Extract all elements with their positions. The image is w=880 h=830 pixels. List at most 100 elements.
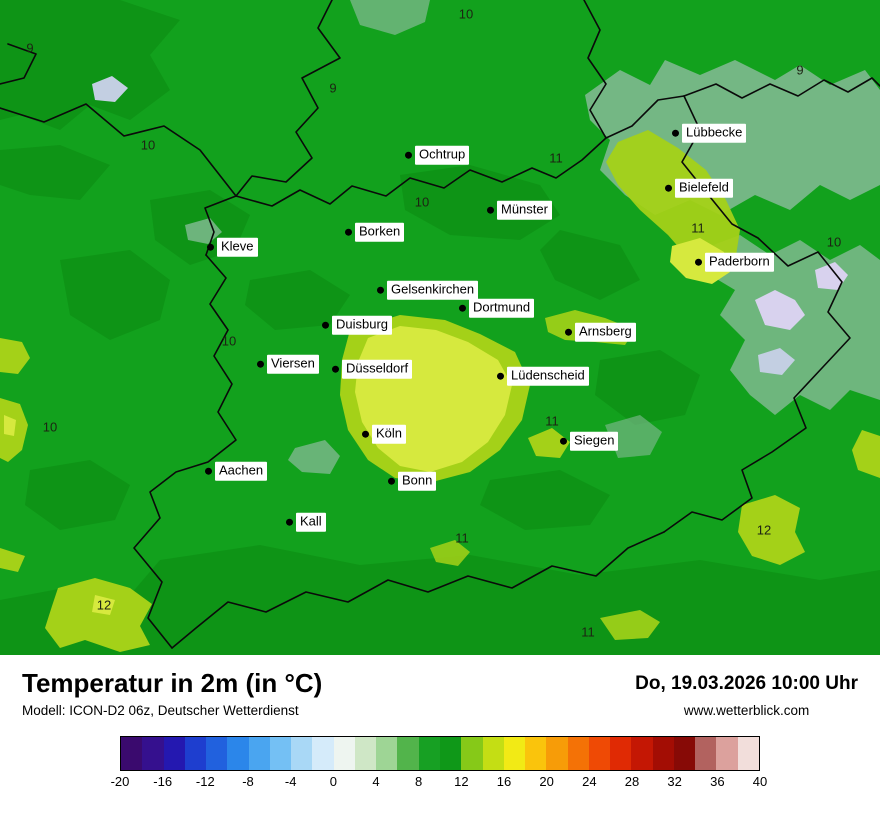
city-label: Ochtrup [415, 145, 470, 165]
city-label: Duisburg [332, 315, 393, 335]
city-dot [487, 206, 494, 214]
legend-tick-label: 12 [454, 774, 469, 789]
city-marker-viersen: Viersen [257, 354, 319, 374]
map-footer: Temperatur in 2m (in °C) Modell: ICON-D2… [0, 655, 880, 830]
city-marker-borken: Borken [345, 222, 405, 242]
legend-tick-label: 40 [752, 774, 768, 789]
legend-tick-label: 0 [329, 774, 337, 789]
legend-color-segment [333, 737, 355, 770]
legend-color-segment [121, 737, 143, 770]
legend-color-segment [248, 737, 270, 770]
map-temperature-value: 11 [455, 530, 469, 546]
city-dot [332, 365, 339, 373]
legend-color-segment [142, 737, 164, 770]
city-dot [665, 184, 672, 192]
city-label: Aachen [215, 461, 268, 481]
legend-color-segment [269, 737, 292, 770]
city-label: Lübbecke [682, 123, 747, 143]
legend-color-segment [716, 737, 738, 770]
legend-color-segment [184, 737, 207, 770]
city-marker-paderborn: Paderborn [695, 252, 774, 272]
legend-color-segment [376, 737, 398, 770]
city-marker-kall: Kall [286, 512, 326, 532]
city-label: Dortmund [469, 298, 535, 318]
map-temperature-value: 10 [42, 419, 58, 435]
city-dot [257, 360, 264, 368]
map-temperature-value: 10 [414, 194, 430, 210]
map-temperature-value: 11 [545, 413, 559, 429]
legend-color-segment [312, 737, 334, 770]
legend-tick-label: -4 [284, 774, 297, 789]
model-info: Modell: ICON-D2 06z, Deutscher Wetterdie… [22, 702, 299, 718]
legend-tick-label: 24 [582, 774, 597, 789]
city-label: Münster [497, 200, 552, 220]
legend-tick-label: 4 [372, 774, 380, 789]
city-marker-köln: Köln [362, 424, 407, 444]
city-label: Gelsenkirchen [387, 280, 479, 300]
legend-color-segment [737, 737, 759, 770]
map-temperature-value: 11 [581, 624, 595, 640]
temperature-values-layer: 10 9 9 9 10 11 10 11 10 10 10 11 11 12 12 11 [26, 6, 842, 640]
city-marker-arnsberg: Arnsberg [565, 322, 636, 342]
map-temperature-value: 9 [796, 62, 804, 78]
city-marker-bonn: Bonn [388, 471, 437, 491]
city-label: Viersen [267, 354, 319, 374]
city-label: Kleve [217, 237, 258, 257]
temperature-map: 10 9 9 9 10 11 10 11 10 10 10 11 11 12 12 11 Ochtrup Lüb… [0, 0, 880, 655]
map-temperature-value: 9 [329, 80, 337, 96]
legend-tick-label: 16 [496, 774, 512, 789]
legend-color-segment [525, 737, 547, 770]
legend-tick-labels: -20 -16 -12 -8 -4 0 4 8 12 16 20 24 28 32 36 40 [111, 774, 768, 790]
city-label: Düsseldorf [342, 359, 413, 379]
city-label: Kall [296, 512, 326, 532]
legend-tick-label: 36 [710, 774, 725, 789]
city-dot [322, 321, 329, 329]
map-regions-dark [0, 0, 880, 655]
footer-right-column: Do, 19.03.2026 10:00 Uhr www.wetterblick… [635, 669, 858, 718]
city-dot [459, 304, 466, 312]
legend-color-segment [652, 737, 674, 770]
city-marker-dortmund: Dortmund [459, 298, 535, 318]
map-temperature-value: 10 [140, 137, 156, 153]
legend-color-segment [354, 737, 377, 770]
city-marker-duisburg: Duisburg [322, 315, 393, 335]
city-dot [377, 286, 384, 294]
legend-color-segment [206, 737, 228, 770]
legend-color-segment [439, 737, 462, 770]
city-dot [362, 430, 369, 438]
legend-color-segment [631, 737, 653, 770]
city-marker-münster: Münster [487, 200, 552, 220]
legend-color-segment [461, 737, 483, 770]
legend-color-segment [227, 737, 249, 770]
legend-color-segment [567, 737, 589, 770]
city-label: Bonn [398, 471, 437, 491]
legend-color-segment [673, 737, 696, 770]
legend-color-segment [163, 737, 185, 770]
city-marker-siegen: Siegen [560, 431, 619, 451]
city-marker-kleve: Kleve [207, 237, 258, 257]
map-temperature-value: 10 [826, 234, 842, 250]
city-dot [672, 129, 679, 137]
legend-color-segment [418, 737, 440, 770]
city-dot [497, 372, 504, 380]
map-temperature-value: 12 [96, 597, 112, 613]
city-marker-lübbecke: Lübbecke [672, 123, 747, 143]
city-dot [405, 151, 412, 159]
legend-tick-label: 32 [667, 774, 682, 789]
map-temperature-value: 10 [458, 6, 474, 22]
city-label: Lüdenscheid [507, 366, 589, 386]
legend-tick-label: -8 [242, 774, 254, 789]
footer-left-column: Temperatur in 2m (in °C) Modell: ICON-D2… [22, 668, 322, 718]
city-layer: Ochtrup Lübbecke Bielefeld Münster Borken Kle… [205, 123, 774, 532]
city-dot [560, 437, 567, 445]
city-dot [345, 228, 352, 236]
city-marker-düsseldorf: Düsseldorf [332, 359, 413, 379]
map-temperature-value: 12 [756, 522, 772, 538]
legend-color-segment [397, 737, 419, 770]
city-marker-lüdenscheid: Lüdenscheid [497, 366, 589, 386]
map-temperature-value: 10 [221, 333, 237, 349]
city-dot [565, 328, 572, 336]
legend-tick-label: 28 [624, 774, 640, 789]
legend-color-segment [610, 737, 632, 770]
